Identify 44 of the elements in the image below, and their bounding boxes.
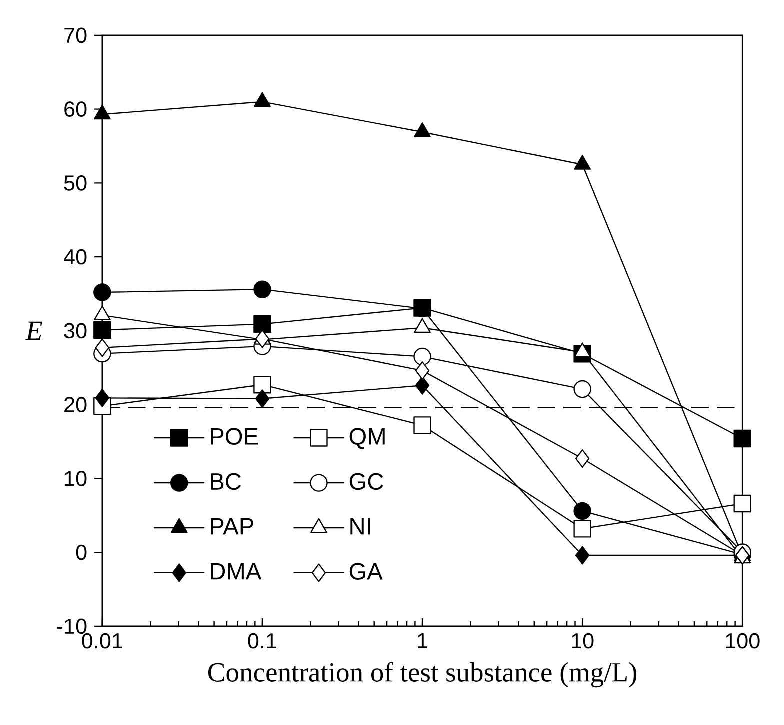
x-axis-title: Concentration of test substance (mg/L): [208, 662, 637, 688]
y-tick-label: -10: [57, 618, 87, 634]
point: [414, 348, 432, 366]
y-axis-title: E: [26, 322, 42, 340]
y-tick-label: 20: [64, 397, 87, 413]
point: [734, 430, 752, 448]
legend-label: GA: [350, 563, 383, 580]
x-tick-label: 0.01: [82, 633, 122, 649]
y-tick-label: 30: [64, 323, 87, 339]
legend-label: NI: [350, 518, 370, 535]
point: [575, 450, 590, 468]
x-tick-label: 1: [418, 633, 428, 648]
point: [574, 520, 592, 538]
y-tick-label: 60: [64, 102, 87, 118]
legend-label: POE: [211, 428, 258, 446]
point: [254, 376, 272, 394]
point: [254, 315, 272, 334]
point: [415, 362, 430, 380]
x-tick-label: 100: [726, 633, 760, 649]
legend-label: BC: [211, 473, 242, 490]
y-tick-label: 50: [64, 176, 87, 191]
point: [415, 376, 430, 395]
legend-label: QM: [350, 428, 385, 450]
point: [574, 380, 592, 398]
x-tick-label: 0.1: [248, 633, 276, 649]
x-tick-label: 10: [572, 633, 594, 649]
point: [95, 338, 110, 358]
legend-label: DMA: [211, 563, 262, 580]
point: [574, 502, 592, 520]
point: [255, 390, 270, 408]
point: [94, 321, 112, 340]
point: [414, 416, 432, 434]
legend-label: PAP: [211, 518, 254, 535]
y-tick-label: 40: [64, 249, 87, 265]
point: [95, 388, 110, 408]
point: [255, 330, 270, 348]
point: [575, 546, 590, 565]
y-tick-label: 70: [64, 28, 87, 44]
legend-label: GC: [350, 473, 384, 490]
y-tick-label: 10: [65, 471, 87, 486]
point: [734, 494, 752, 513]
point: [254, 280, 272, 298]
y-tick-label: 0: [76, 544, 87, 560]
point: [94, 284, 112, 302]
